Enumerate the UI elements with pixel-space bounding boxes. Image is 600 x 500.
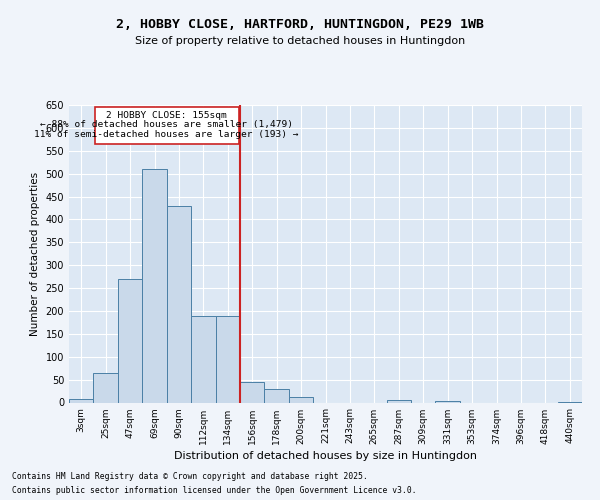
Bar [167, 206, 191, 402]
Bar [240, 382, 265, 402]
Bar [94, 373, 118, 402]
Text: 11% of semi-detached houses are larger (193) →: 11% of semi-detached houses are larger (… [34, 130, 299, 139]
Y-axis label: Number of detached properties: Number of detached properties [30, 172, 40, 336]
Bar [386, 400, 411, 402]
Bar [265, 389, 289, 402]
Bar [191, 316, 215, 402]
Text: 2, HOBBY CLOSE, HARTFORD, HUNTINGDON, PE29 1WB: 2, HOBBY CLOSE, HARTFORD, HUNTINGDON, PE… [116, 18, 484, 30]
Text: Contains HM Land Registry data © Crown copyright and database right 2025.: Contains HM Land Registry data © Crown c… [12, 472, 368, 481]
Bar [118, 279, 142, 402]
Text: ← 88% of detached houses are smaller (1,479): ← 88% of detached houses are smaller (1,… [40, 120, 293, 129]
FancyBboxPatch shape [95, 108, 239, 144]
Text: Size of property relative to detached houses in Huntingdon: Size of property relative to detached ho… [135, 36, 465, 46]
Text: 2 HOBBY CLOSE: 155sqm: 2 HOBBY CLOSE: 155sqm [106, 110, 227, 120]
Text: Contains public sector information licensed under the Open Government Licence v3: Contains public sector information licen… [12, 486, 416, 495]
Bar [436, 401, 460, 402]
Bar [289, 396, 313, 402]
Bar [142, 169, 167, 402]
X-axis label: Distribution of detached houses by size in Huntingdon: Distribution of detached houses by size … [174, 450, 477, 460]
Bar [69, 399, 94, 402]
Bar [215, 316, 240, 402]
